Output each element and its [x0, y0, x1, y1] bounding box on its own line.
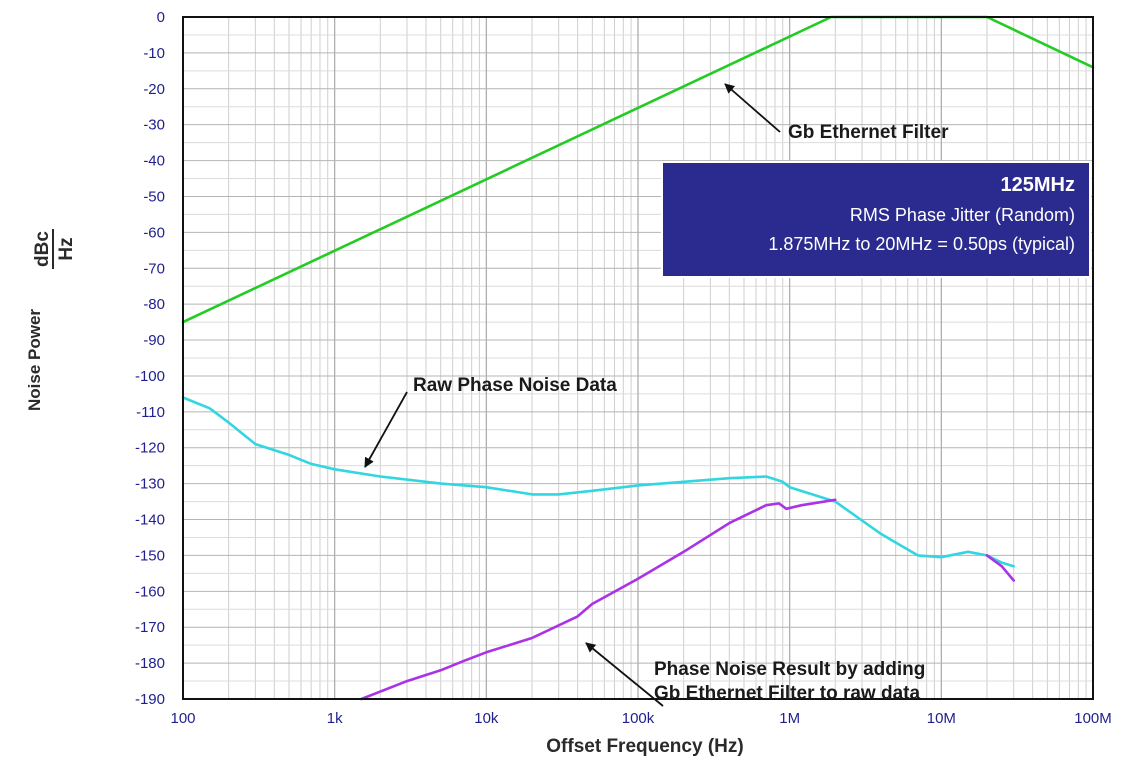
label-phase-noise-result-line1: Phase Noise Result by adding: [654, 659, 925, 680]
info-box-jitter-range: 1.875MHz to 20MHz = 0.50ps (typical): [768, 234, 1075, 254]
y-axis-unit-denominator: Hz: [56, 237, 77, 260]
jitter-info-box: 125MHz RMS Phase Jitter (Random) 1.875MH…: [661, 161, 1091, 278]
y-tick-label: -160: [135, 583, 165, 600]
info-box-background: [661, 161, 1091, 278]
label-gb-ethernet-filter: Gb Ethernet Filter: [788, 122, 949, 143]
series-line-3: [360, 498, 837, 701]
y-tick-label: -130: [135, 476, 165, 493]
y-tick-label: -90: [143, 332, 165, 349]
x-tick-label: 100M: [1074, 710, 1112, 727]
y-tick-label: -80: [143, 296, 165, 313]
x-axis-title: Offset Frequency (Hz): [546, 736, 743, 757]
y-tick-label: -30: [143, 117, 165, 134]
y-axis-title: Noise Power dBc Hz: [25, 229, 77, 411]
arrow-raw-phase-noise: [364, 391, 408, 468]
y-axis-unit-numerator: dBc: [32, 231, 53, 267]
y-tick-label: -190: [135, 691, 165, 708]
y-tick-labels: 0 -10 -20 -30 -40 -50 -60 -70 -80 -90 -100 -110 -120…: [135, 9, 165, 708]
y-tick-label: -180: [135, 655, 165, 672]
annotation-gb-ethernet-filter: Gb Ethernet Filter: [724, 83, 949, 143]
y-tick-label: -110: [136, 404, 165, 421]
y-axis-title-main: Noise Power: [25, 309, 44, 411]
x-tick-labels: 100 1k 10k 100k 1M 10M 100M: [170, 710, 1111, 727]
y-tick-label: -40: [143, 153, 165, 170]
y-tick-label: -20: [143, 81, 165, 98]
y-tick-label: -50: [143, 188, 165, 205]
x-tick-label: 100: [170, 710, 195, 727]
series-line-2: [181, 396, 1016, 568]
annotation-phase-noise-result: Phase Noise Result by adding Gb Ethernet…: [585, 642, 925, 707]
y-tick-label: -170: [135, 619, 165, 636]
label-raw-phase-noise: Raw Phase Noise Data: [413, 375, 617, 396]
y-tick-label: -100: [135, 368, 165, 385]
arrow-phase-noise-result: [585, 642, 664, 707]
y-tick-label: -140: [135, 512, 165, 529]
arrow-gb-ethernet-filter: [724, 83, 781, 133]
y-tick-label: -60: [143, 224, 165, 241]
x-tick-label: 1k: [327, 710, 343, 727]
y-tick-label: -120: [135, 440, 165, 457]
label-phase-noise-result-line2: Gb Ethernet Filter to raw data: [654, 683, 920, 704]
y-tick-label: 0: [157, 9, 165, 26]
x-tick-label: 1M: [779, 710, 800, 727]
info-box-jitter-label: RMS Phase Jitter (Random): [850, 205, 1075, 225]
y-tick-label: -10: [143, 45, 165, 62]
series-line-4: [985, 554, 1016, 582]
plot-frame: [182, 16, 1094, 700]
x-tick-label: 10M: [927, 710, 956, 727]
x-tick-label: 100k: [622, 710, 655, 727]
x-tick-label: 10k: [474, 710, 499, 727]
y-tick-label: -70: [143, 260, 165, 277]
info-box-frequency: 125MHz: [1001, 174, 1075, 196]
y-tick-label: -150: [135, 547, 165, 564]
annotation-raw-phase-noise: Raw Phase Noise Data: [364, 375, 617, 468]
